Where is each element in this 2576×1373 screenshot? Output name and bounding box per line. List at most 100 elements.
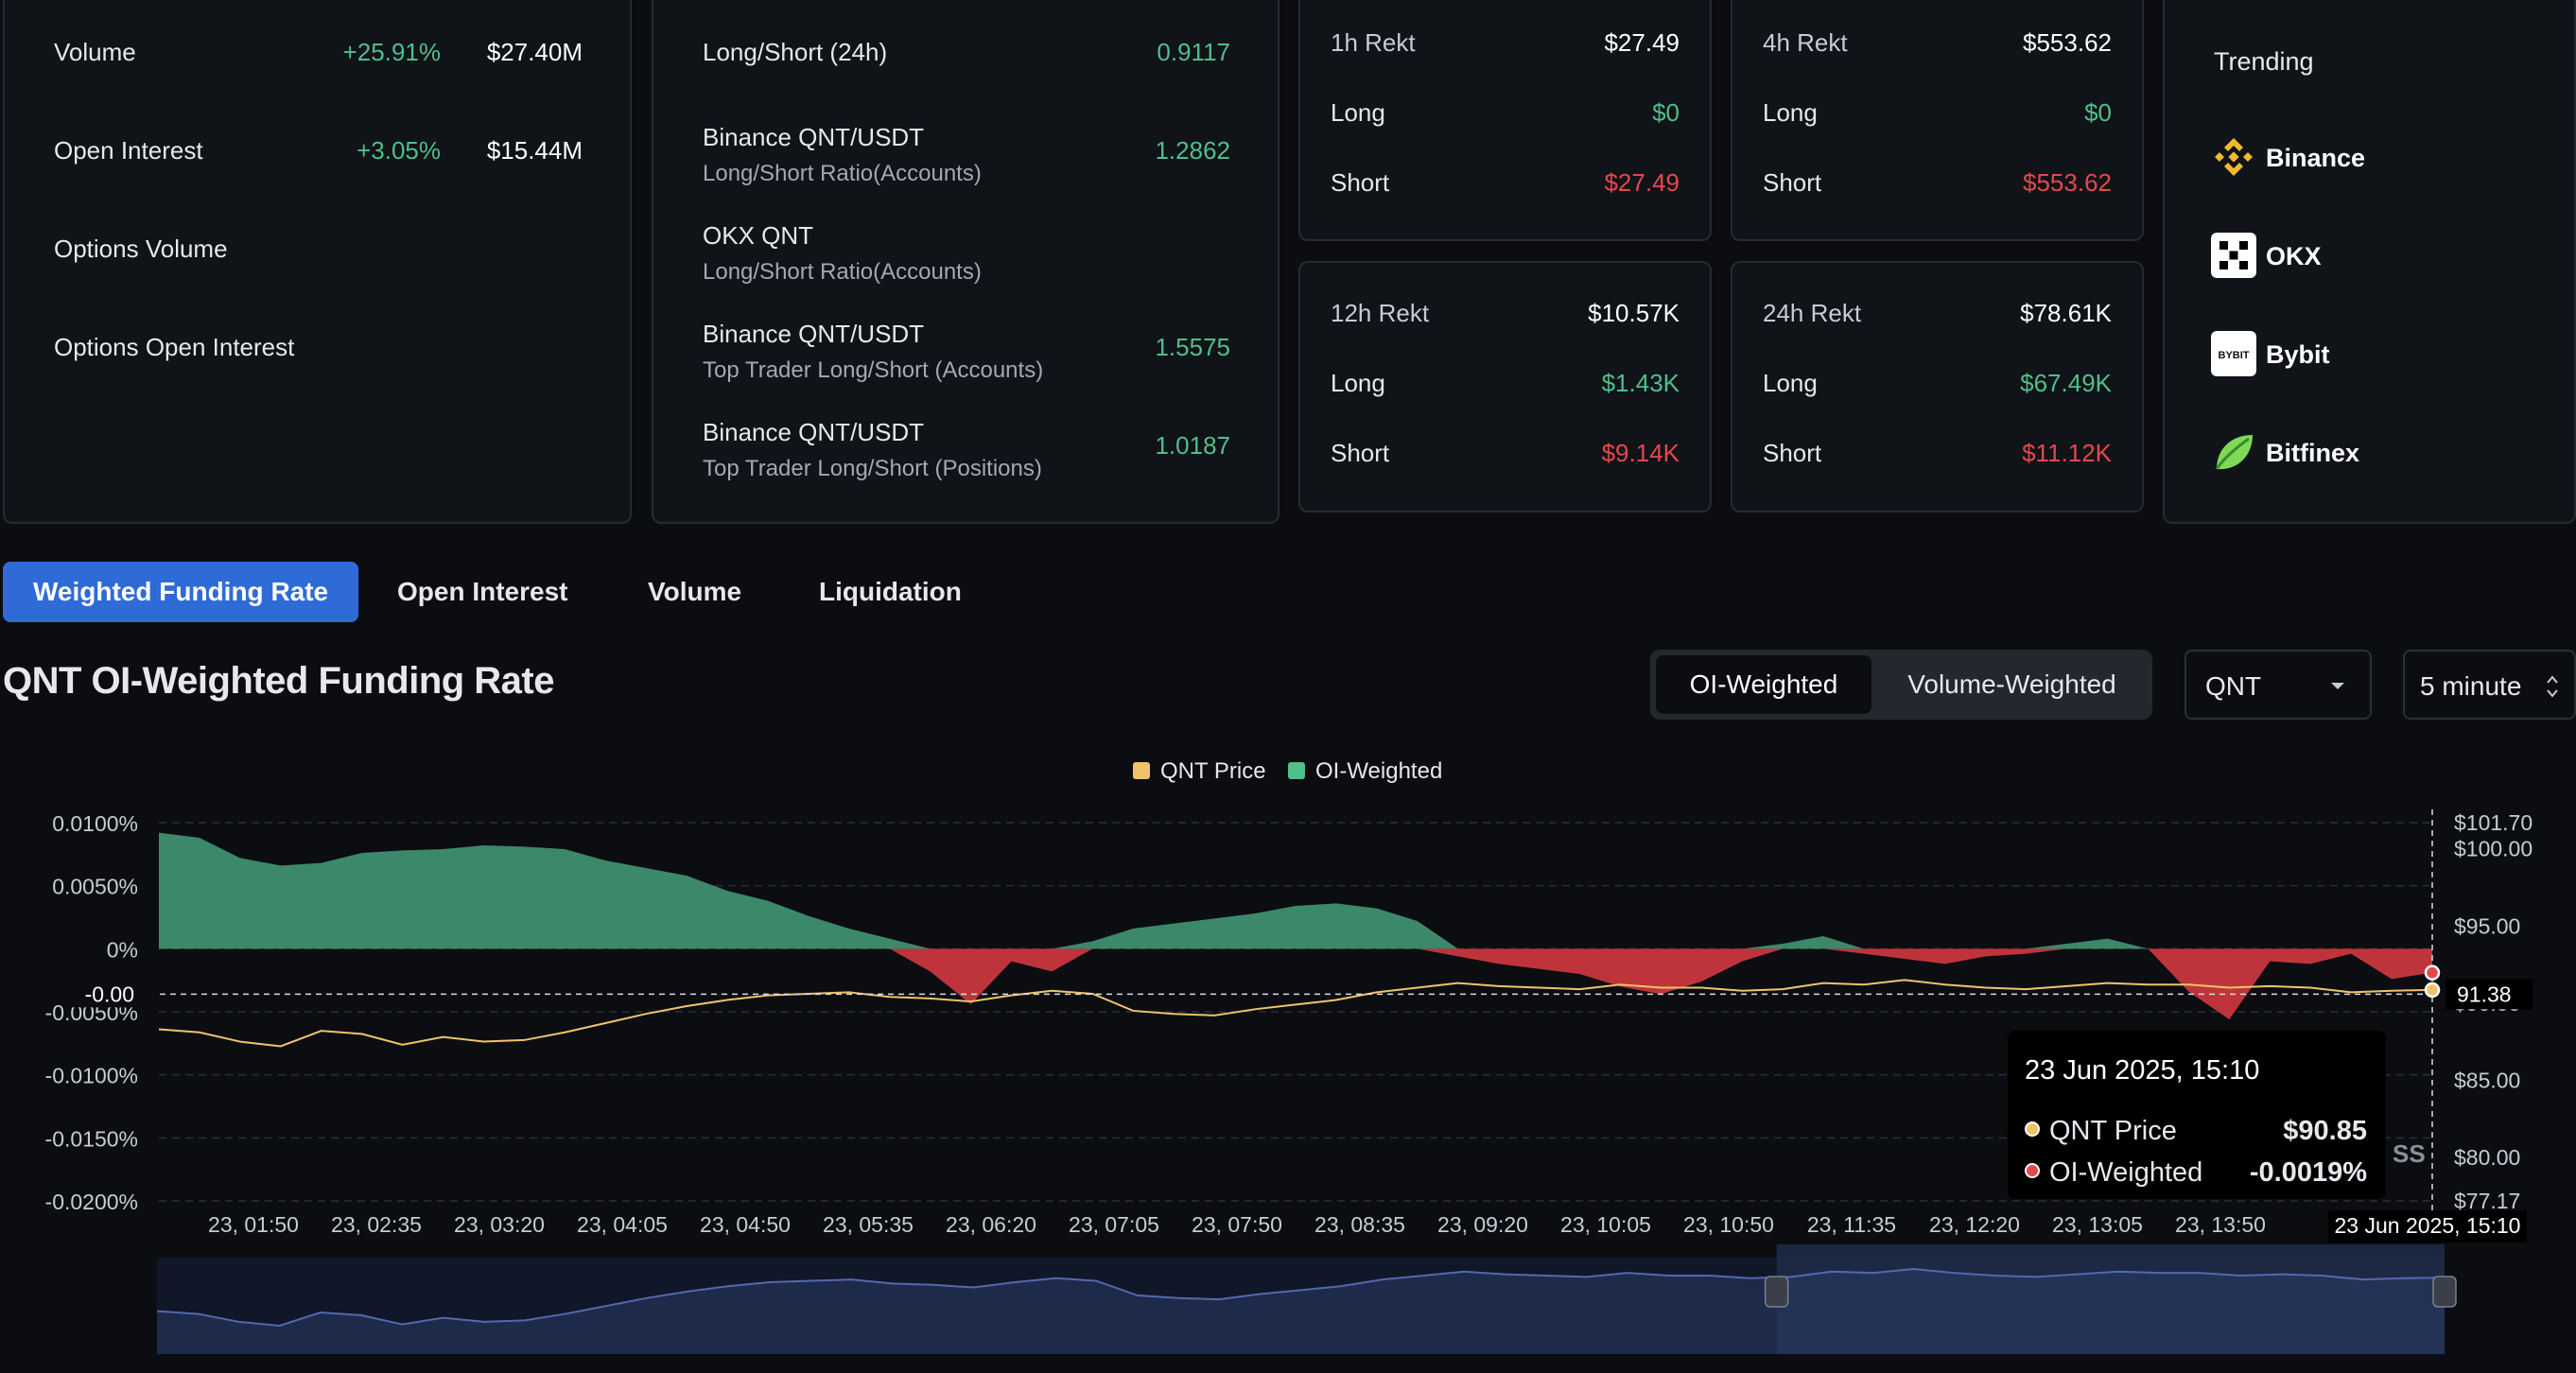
tab-weighted-funding-rate[interactable]: Weighted Funding Rate [3,562,359,622]
long-short-sublabel: Long/Short Ratio(Accounts) [703,259,982,285]
long-short-value: 1.2862 [1155,136,1230,165]
toggle-volume-weighted[interactable]: Volume-Weighted [1907,669,2116,699]
tooltip-oi-value: -0.0019% [2249,1157,2367,1188]
crosshair-right-label: 91.38 [2457,982,2512,1006]
long-short-row: Binance QNT/USDT Top Trader Long/Short (A… [653,320,1278,386]
long-short-row: Binance QNT/USDT Long/Short Ratio(Account… [653,123,1278,189]
long-short-row: Binance QNT/USDT Top Trader Long/Short (P… [653,418,1278,484]
rekt-card-12h: 12h Rekt $10.57K Long $1.43K Short $9.14K [1298,261,1712,513]
x-tick-label: 23, 05:35 [823,1212,914,1237]
navigator-area [157,1269,2445,1354]
crosshair-x-label: 23 Jun 2025, 15:10 [2335,1213,2521,1238]
x-tick-label: 23, 10:50 [1683,1212,1774,1237]
trending-item-label: Binance [2266,144,2366,172]
rekt-value: $0 [2084,98,2112,127]
stat-value: $27.40M [486,38,583,66]
navigator-handle-left[interactable] [1764,1276,1789,1308]
tab-liquidation[interactable]: Liquidation [819,577,962,606]
long-short-sublabel: Top Trader Long/Short (Positions) [703,456,1042,481]
rekt-label: Long [1763,98,1818,127]
rekt-label: 1h Rekt [1331,28,1416,57]
coin-select[interactable]: QNT [2184,650,2372,720]
y-right-tick-label: $77.17 [2454,1189,2520,1213]
y-left-tick-label: -0.0150% [45,1126,138,1151]
stat-value: $15.44M [486,136,583,165]
rekt-card-4h: 4h Rekt $553.62 Long $0 Short $553.62 [1731,0,2144,241]
long-short-label: Binance QNT/USDT [703,123,925,151]
y-right-tick-label: $100.00 [2454,837,2532,861]
rekt-value: $78.61K [2020,299,2112,327]
tab-volume[interactable]: Volume [648,577,742,606]
bitfinex-icon [2215,435,2253,470]
range-navigator[interactable] [156,1244,2457,1354]
navigator-line [156,1267,2445,1328]
long-short-value: 1.5575 [1155,333,1230,361]
y-left-tick-label: -0.0200% [45,1190,138,1214]
rekt-value: $0 [1652,98,1680,127]
bybit-icon: BYBIT [2211,331,2256,376]
y-right-tick-label: $80.00 [2454,1145,2520,1170]
stat-row: Options Volume [5,235,630,272]
rekt-row: Long $67.49K [1732,369,2142,407]
rekt-label: Long [1763,369,1818,397]
x-tick-label: 23, 02:35 [331,1212,422,1237]
toggle-oi-weighted[interactable]: OI-Weighted [1656,655,1871,714]
legend-swatch-qnt-price[interactable] [1133,762,1150,779]
rekt-label: 24h Rekt [1763,299,1862,327]
chart-title: QNT OI-Weighted Funding Rate [3,660,555,702]
chevron-down-icon [2331,683,2344,689]
stat-row: Options Open Interest [5,333,630,371]
rekt-value: $1.43K [1601,369,1680,397]
interval-select[interactable]: 5 minute [2403,650,2576,720]
crosshair-left-label: -0.00 [85,982,134,1006]
y-left-tick-label: -0.0100% [45,1064,138,1088]
y-left-tick-label: 0.0100% [52,811,138,836]
x-tick-label: 23, 09:20 [1437,1212,1528,1237]
x-tick-label: 23, 03:20 [454,1212,545,1237]
okx-icon [2211,233,2256,278]
tooltip-price-value: $90.85 [2283,1116,2367,1146]
tooltip-dot-oi [2025,1163,2040,1178]
rekt-label: Short [1763,439,1822,467]
legend-label-qnt-price: QNT Price [1160,758,1266,784]
rekt-label: 12h Rekt [1331,299,1430,327]
rekt-value: $553.62 [2023,168,2112,197]
up-down-chevron-icon [2547,675,2558,698]
long-short-label: Long/Short (24h) [703,38,888,66]
oi-weighted-area [159,832,2432,1019]
rekt-card-1h: 1h Rekt $27.49 Long $0 Short $27.49 [1298,0,1712,241]
rekt-row: Short $27.49 [1300,168,1710,206]
x-tick-label: 23, 01:50 [208,1212,299,1237]
rekt-value: $27.49 [1604,168,1680,197]
rekt-card-24h: 24h Rekt $78.61K Long $67.49K Short $11.12K [1731,261,2144,513]
rekt-row: Long $0 [1732,98,2142,136]
coin-select-value: QNT [2205,671,2262,701]
trending-item-label: Bitfinex [2266,439,2360,467]
x-tick-label: 23, 13:05 [2052,1212,2143,1237]
x-axis: 23, 01:50 23, 02:35 23, 03:20 23, 04:05 23, … [208,1212,2356,1237]
legend-swatch-oi-weighted[interactable] [1288,762,1305,779]
rekt-value: $553.62 [2023,28,2112,57]
stat-row: Open Interest +3.05% $15.44M [5,136,630,174]
stat-label: Options Open Interest [54,333,295,361]
long-short-row: Long/Short (24h) 0.9117 [653,38,1278,104]
interval-select-value: 5 minute [2420,671,2522,701]
x-tick-label: 23, 11:35 [1807,1212,1896,1237]
tooltip-price-label: QNT Price [2049,1116,2177,1146]
rekt-row: Short $553.62 [1732,168,2142,206]
stat-change: +3.05% [357,136,441,165]
navigator-handle-right[interactable] [2432,1276,2457,1308]
rekt-label: Short [1331,439,1390,467]
tab-open-interest[interactable]: Open Interest [397,577,568,606]
funding-rate-chart[interactable]: QNT Price OI-Weighted 0.0100%0.0050%0%-0… [0,747,2576,1364]
rekt-row: 4h Rekt $553.62 [1732,28,2142,66]
trending-item-label: Bybit [2266,340,2330,369]
stat-change: +25.91% [342,38,441,66]
stat-label: Options Volume [54,235,228,263]
rekt-label: Short [1763,168,1822,197]
rekt-label: Short [1331,168,1390,197]
rekt-label: 4h Rekt [1763,28,1848,57]
weighting-toggle: OI-Weighted Volume-Weighted [1650,650,2152,720]
long-short-panel: Long/Short (24h) 0.9117 Binance QNT/USDT Lo… [652,0,1279,524]
long-short-label: Binance QNT/USDT [703,320,925,348]
